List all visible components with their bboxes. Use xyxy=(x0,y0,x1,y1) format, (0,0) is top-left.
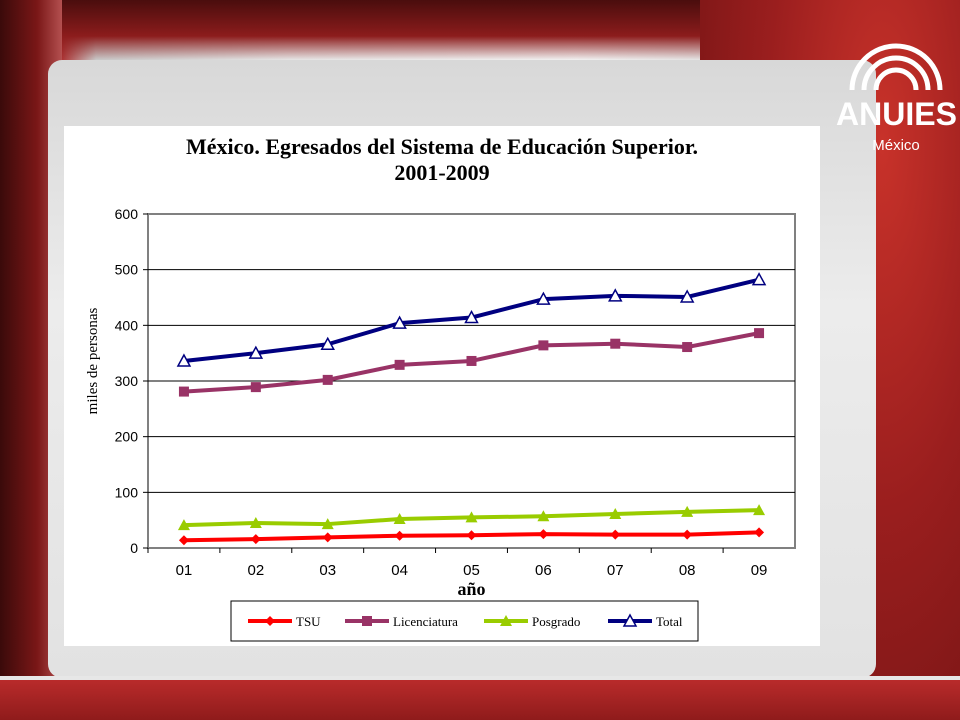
data-point-total xyxy=(176,353,192,367)
data-point-total xyxy=(320,336,335,351)
legend-label-licenciatura: Licenciatura xyxy=(393,614,458,629)
data-point-posgrado xyxy=(393,513,406,525)
data-point-licenciatura xyxy=(322,374,333,385)
x-axis-label: año xyxy=(457,579,485,599)
data-point-licenciatura xyxy=(466,355,477,366)
data-point-posgrado xyxy=(465,511,478,523)
data-point-licenciatura xyxy=(250,382,261,393)
data-point-tsu xyxy=(394,530,405,541)
y-tick-label: 600 xyxy=(115,206,139,222)
data-point-total xyxy=(464,309,479,324)
data-point-licenciatura xyxy=(178,386,189,397)
data-point-total xyxy=(536,291,551,305)
data-point-licenciatura xyxy=(682,342,693,353)
data-point-tsu xyxy=(754,527,765,538)
y-tick-label: 300 xyxy=(115,373,139,389)
x-tick-label: 08 xyxy=(679,562,696,579)
logo-country: México xyxy=(872,137,920,154)
y-tick-label: 100 xyxy=(115,484,139,500)
data-point-tsu xyxy=(610,529,621,540)
data-point-tsu xyxy=(682,529,693,540)
data-point-posgrado xyxy=(681,505,694,517)
data-point-total xyxy=(392,315,407,329)
data-point-posgrado xyxy=(609,508,622,520)
data-point-total xyxy=(679,289,695,303)
y-tick-label: 0 xyxy=(130,540,138,556)
data-point-total xyxy=(248,345,264,359)
data-point-posgrado xyxy=(249,516,262,528)
x-tick-label: 09 xyxy=(751,562,768,579)
y-tick-label: 200 xyxy=(115,429,139,445)
x-tick-label: 07 xyxy=(607,562,624,579)
data-point-posgrado xyxy=(321,518,334,530)
data-point-licenciatura xyxy=(538,340,549,351)
x-tick-label: 05 xyxy=(463,562,480,579)
legend-label-total: Total xyxy=(656,614,683,629)
chart-title: México. Egresados del Sistema de Educaci… xyxy=(185,134,699,159)
bottom-divider xyxy=(0,676,960,680)
x-tick-label: 02 xyxy=(247,562,264,579)
data-point-total xyxy=(608,288,623,302)
y-axis-label: miles de personas xyxy=(85,308,101,415)
x-tick-label: 03 xyxy=(319,562,336,579)
x-tick-label: 01 xyxy=(176,562,193,579)
x-tick-label: 04 xyxy=(391,562,408,579)
data-point-posgrado xyxy=(537,510,550,522)
y-tick-label: 500 xyxy=(115,262,139,278)
legend-marker-tsu xyxy=(265,616,275,626)
data-point-tsu xyxy=(322,532,333,543)
logo-text: ANUIES xyxy=(836,96,957,132)
data-point-tsu xyxy=(250,534,261,545)
x-tick-label: 06 xyxy=(535,562,552,579)
bottom-bar xyxy=(0,680,960,720)
chart-title-block: México. Egresados del Sistema de Educaci… xyxy=(64,134,820,186)
data-point-licenciatura xyxy=(610,338,621,349)
data-point-total xyxy=(751,272,767,286)
anuies-logo-icon xyxy=(849,43,943,91)
legend-label-posgrado: Posgrado xyxy=(532,614,580,629)
data-point-licenciatura xyxy=(394,359,405,370)
data-point-tsu xyxy=(466,530,477,541)
data-point-tsu xyxy=(538,529,549,540)
legend-label-tsu: TSU xyxy=(296,614,321,629)
data-point-licenciatura xyxy=(754,328,765,339)
legend-marker-posgrado xyxy=(500,615,512,626)
y-tick-label: 400 xyxy=(115,317,139,333)
data-point-tsu xyxy=(178,535,189,546)
legend-marker-licenciatura xyxy=(362,616,372,626)
legend-marker-total xyxy=(622,613,638,627)
chart-subtitle: 2001-2009 xyxy=(394,160,490,185)
data-point-posgrado xyxy=(177,519,190,531)
data-point-posgrado xyxy=(753,504,766,516)
